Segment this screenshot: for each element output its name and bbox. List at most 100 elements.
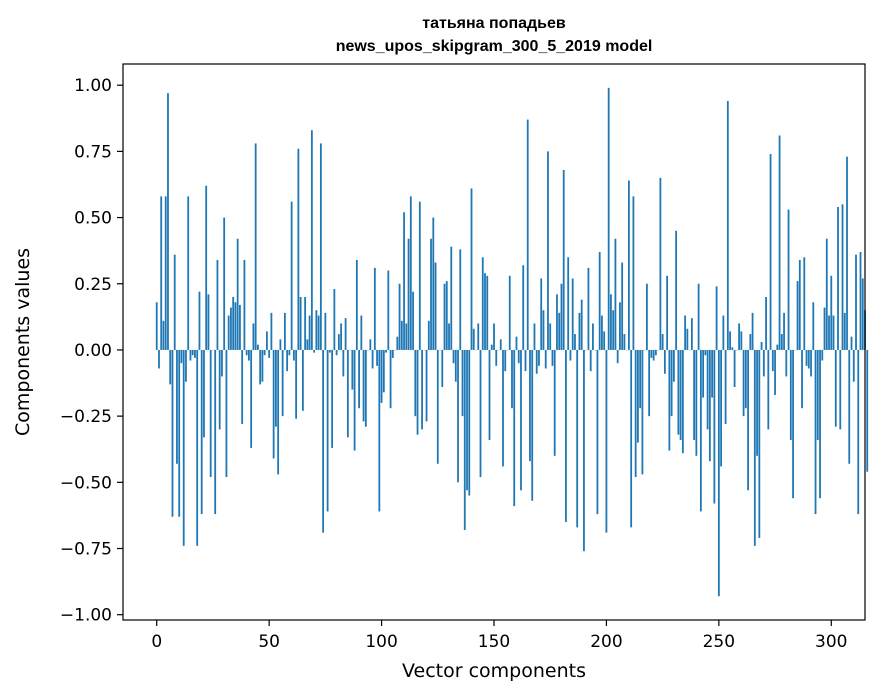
bar-261 [742,349,745,417]
bar-210 [628,180,630,350]
x-tick-label: 50 [258,632,280,652]
bar-266 [753,349,756,546]
bar-137 [463,349,466,530]
bar-312 [857,349,860,515]
bar-177 [553,349,556,456]
bar-254 [726,101,729,350]
bar-62 [295,349,298,419]
bar-268 [758,349,761,538]
bar-196 [596,349,599,515]
bar-131 [450,246,453,350]
bar-22 [205,185,208,350]
bar-296 [821,349,824,361]
bar-125 [436,349,439,464]
bar-242 [699,349,702,512]
bar-228 [668,349,671,451]
bar-308 [848,349,851,464]
bar-253 [724,349,727,425]
bar-299 [828,315,830,350]
x-tick-label: 200 [590,632,622,652]
bar-302 [834,349,837,427]
bar-197 [598,251,601,350]
bar-178 [556,294,558,350]
bar-159 [513,349,516,507]
bar-190 [583,349,585,552]
bar-58 [286,349,289,372]
bar-241 [697,283,700,350]
bar-74 [322,349,325,533]
bar-140 [470,188,473,350]
bar-295 [819,349,821,499]
bar-175 [549,323,552,350]
bar-59 [288,349,291,356]
bar-87 [351,349,354,390]
bar-270 [762,349,765,377]
bar-44 [254,143,257,350]
bar-89 [355,259,358,350]
bar-240 [695,349,698,456]
y-tick-label: 0.75 [74,142,112,162]
bar-118 [421,349,423,430]
bar-158 [511,349,513,409]
bar-67 [306,339,309,350]
bar-282 [789,349,792,440]
bar-61 [292,349,295,361]
bar-161 [517,349,520,364]
bar-277 [778,135,781,350]
bar-267 [756,349,758,456]
bar-54 [277,349,280,475]
bar-256 [731,347,734,350]
bar-85 [346,349,349,438]
bar-31 [225,349,228,478]
bar-166 [529,349,531,462]
bar-50 [268,349,271,358]
bar-203 [612,310,615,350]
bar-132 [452,349,455,364]
bar-263 [747,349,749,491]
bar-219 [648,349,651,417]
bar-112 [407,238,410,350]
bar-247 [711,349,713,398]
bar-102 [385,349,387,353]
bar-41 [248,349,250,361]
y-tick-label: 1.00 [74,76,112,96]
bar-8 [173,254,176,350]
y-tick-label: −0.25 [60,407,112,427]
bar-163 [522,265,525,350]
bar-285 [796,281,799,350]
bar-0 [155,302,158,350]
bar-181 [562,169,565,350]
bar-314 [861,278,864,350]
bar-51 [270,312,273,350]
bar-255 [729,331,731,350]
bar-220 [650,349,653,358]
bar-286 [798,259,801,350]
bar-275 [774,349,776,395]
bar-5 [167,93,169,350]
bar-43 [252,323,255,350]
bar-262 [744,349,747,409]
y-tick-label: 0.00 [74,341,112,361]
bar-14 [187,196,190,350]
bar-55 [279,339,282,350]
bar-171 [540,278,543,350]
bar-39 [243,259,246,350]
bar-243 [702,349,705,398]
bar-47 [261,349,264,382]
bar-45 [257,344,259,350]
bar-221 [652,349,655,361]
bar-66 [304,296,307,350]
bar-105 [391,349,394,358]
bar-143 [477,323,480,350]
bar-151 [495,349,498,366]
bar-215 [639,349,642,409]
bar-35 [234,302,237,350]
bar-316 [866,349,869,472]
bar-213 [634,349,637,478]
bar-236 [686,328,689,350]
bar-113 [409,196,412,350]
bar-88 [353,349,356,451]
bar-27 [216,259,219,350]
bar-76 [326,349,329,512]
bar-92 [362,349,365,422]
